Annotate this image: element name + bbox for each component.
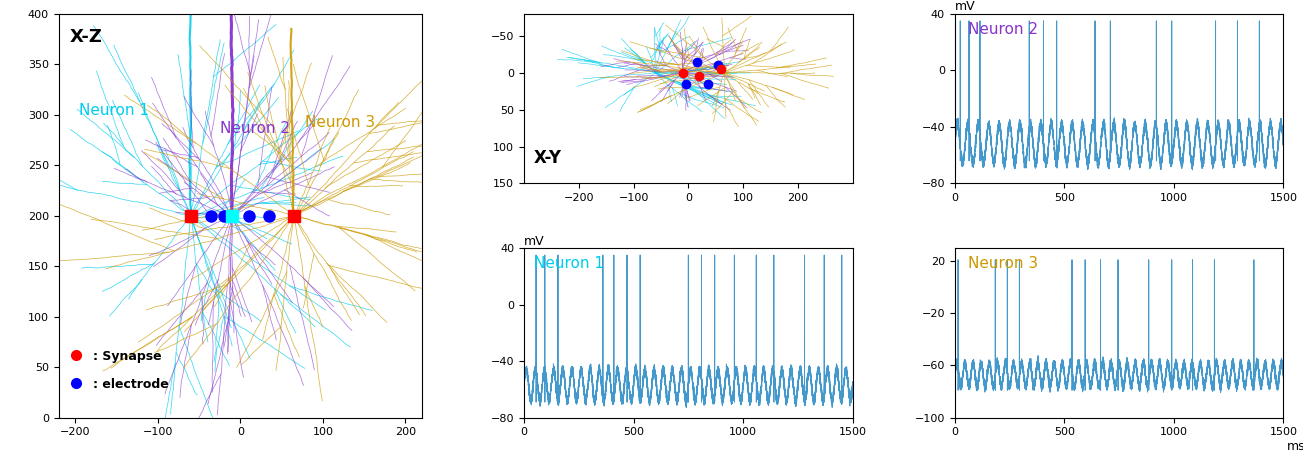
Text: Neuron 3: Neuron 3 bbox=[305, 115, 375, 130]
Text: : electrode: : electrode bbox=[93, 378, 169, 391]
Text: : Synapse: : Synapse bbox=[93, 350, 162, 363]
Text: mV: mV bbox=[524, 235, 545, 247]
Text: Neuron 2: Neuron 2 bbox=[220, 121, 289, 136]
Text: Neuron 1: Neuron 1 bbox=[534, 256, 603, 271]
Text: ms: ms bbox=[1287, 440, 1303, 453]
Text: X-Z: X-Z bbox=[69, 28, 102, 46]
Text: Neuron 2: Neuron 2 bbox=[968, 22, 1038, 37]
Text: X-Y: X-Y bbox=[534, 149, 562, 167]
Text: Neuron 1: Neuron 1 bbox=[79, 103, 150, 118]
Text: mV: mV bbox=[955, 0, 976, 13]
Text: Neuron 3: Neuron 3 bbox=[968, 256, 1038, 271]
